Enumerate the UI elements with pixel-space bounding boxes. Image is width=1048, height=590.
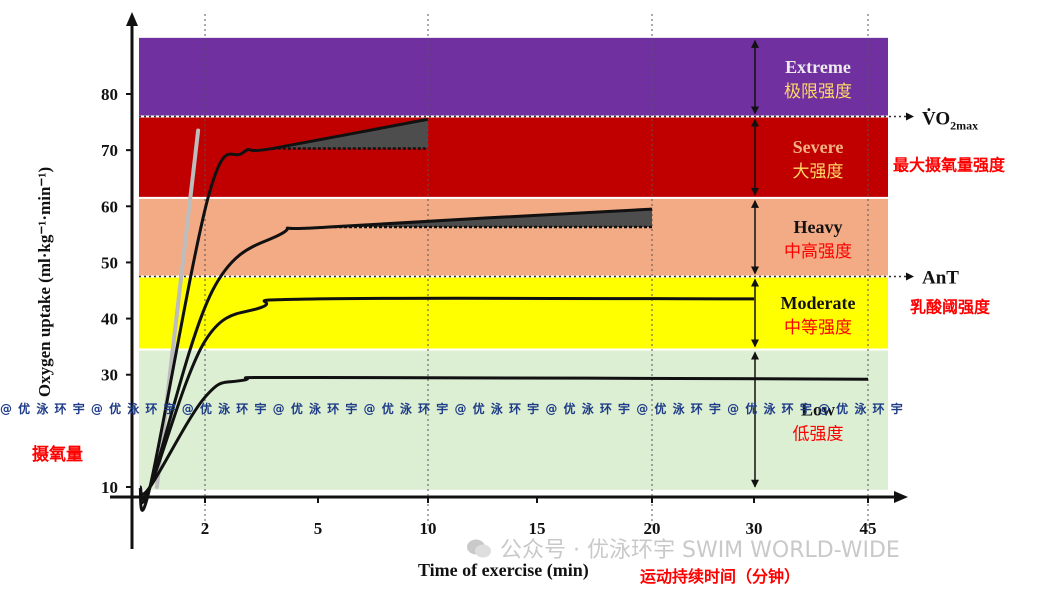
chart-labels: Extreme 极限强度 Severe 大强度 Heavy 中高强度 Moderate 中等强… xyxy=(32,39,856,586)
threshold-label-vo2max: V̇O2max xyxy=(922,108,978,132)
zone-arrow-down-extreme xyxy=(751,106,759,115)
footer-brand-text: 公众号 · 优泳环宇 SWIM WORLD-WIDE xyxy=(500,538,900,563)
zone-moderate xyxy=(139,276,888,350)
zone-arrow-down-moderate xyxy=(751,339,759,348)
y-axis-title: Oxygen uptake (ml·kg⁻¹·min⁻¹) xyxy=(35,167,54,397)
y-tick-label: 50 xyxy=(101,253,118,272)
zone-arrow-up-low xyxy=(751,351,759,360)
footer-brand: 公众号 · 优泳环宇 SWIM WORLD-WIDE xyxy=(466,532,900,564)
zone-label-low: Low xyxy=(801,400,835,420)
x-tick-label: 5 xyxy=(314,519,323,538)
zone-label-cn-heavy: 中高强度 xyxy=(784,242,852,262)
threshold-label-cn-ant: 乳酸阈强度 xyxy=(910,297,991,316)
zone-label-cn-severe: 大强度 xyxy=(793,162,844,182)
zone-extreme xyxy=(139,37,888,117)
x-tick-label: 20 xyxy=(644,519,661,538)
y-tick-label: 60 xyxy=(101,197,118,216)
zone-label-cn-extreme: 极限强度 xyxy=(784,82,852,102)
zone-arrow-up-moderate xyxy=(751,278,759,287)
zone-label-heavy: Heavy xyxy=(794,217,843,237)
y-tick-label: 10 xyxy=(101,478,118,497)
x-axis-title-cn: 运动持续时间（分钟） xyxy=(640,567,800,586)
vo2-curve-severe xyxy=(138,117,429,512)
x-tick-label: 2 xyxy=(201,519,210,538)
threshold-arrow-ant xyxy=(906,272,914,281)
y-axis-title-cn: 摄氧量 xyxy=(32,444,83,465)
x-tick-label: 15 xyxy=(529,519,546,538)
zone-heavy xyxy=(139,197,888,277)
zone-label-extreme: Extreme xyxy=(785,57,851,77)
zone-severe xyxy=(139,116,888,198)
zone-label-cn-moderate: 中等强度 xyxy=(784,318,852,338)
threshold-arrow-vo2max xyxy=(906,112,914,121)
zone-low xyxy=(139,349,888,490)
chat-bubble-icon xyxy=(467,539,491,558)
threshold-label-ant: AnT xyxy=(922,267,959,288)
zone-arrow-down-severe xyxy=(751,187,759,196)
x-tick-label: 30 xyxy=(746,519,763,538)
x-axis-title: Time of exercise (min) xyxy=(418,560,589,581)
y-tick-label: 80 xyxy=(101,85,118,104)
threshold-lines: V̇O2max 最大摄氧量强度 AnT 乳酸阈强度 xyxy=(139,108,1006,316)
y-axis-arrow xyxy=(126,12,138,26)
zone-arrow-up-extreme xyxy=(751,39,759,48)
vo2-curves xyxy=(138,117,869,512)
y-tick-label: 70 xyxy=(101,141,118,160)
vo2-curve-low xyxy=(138,376,869,496)
zone-label-severe: Severe xyxy=(793,137,844,157)
zone-arrow-down-heavy xyxy=(751,266,759,275)
watermark-strip: @ 优 泳 环 宇 @ 优 泳 环 宇 @ 优 泳 环 宇 @ 优 泳 环 宇 … xyxy=(0,402,904,416)
intensity-zones xyxy=(139,37,888,490)
y-tick-label: 30 xyxy=(101,366,118,385)
y-tick-label: 40 xyxy=(101,310,118,329)
zone-label-moderate: Moderate xyxy=(781,293,856,313)
x-axis-arrow xyxy=(894,491,908,503)
threshold-label-cn-vo2max: 最大摄氧量强度 xyxy=(893,155,1006,174)
axes: 10 30 40 50 60 70 80 2 5 10 15 20 30 45 xyxy=(101,12,908,549)
x-tick-label: 45 xyxy=(860,519,877,538)
zone-label-cn-low: 低强度 xyxy=(793,425,844,445)
zone-arrow-down-low xyxy=(751,479,759,488)
zone-arrow-up-heavy xyxy=(751,199,759,208)
extrapolated-line xyxy=(154,128,201,489)
zone-arrow-up-severe xyxy=(751,118,759,127)
x-tick-label: 10 xyxy=(420,519,437,538)
vertical-gridlines xyxy=(204,14,869,528)
